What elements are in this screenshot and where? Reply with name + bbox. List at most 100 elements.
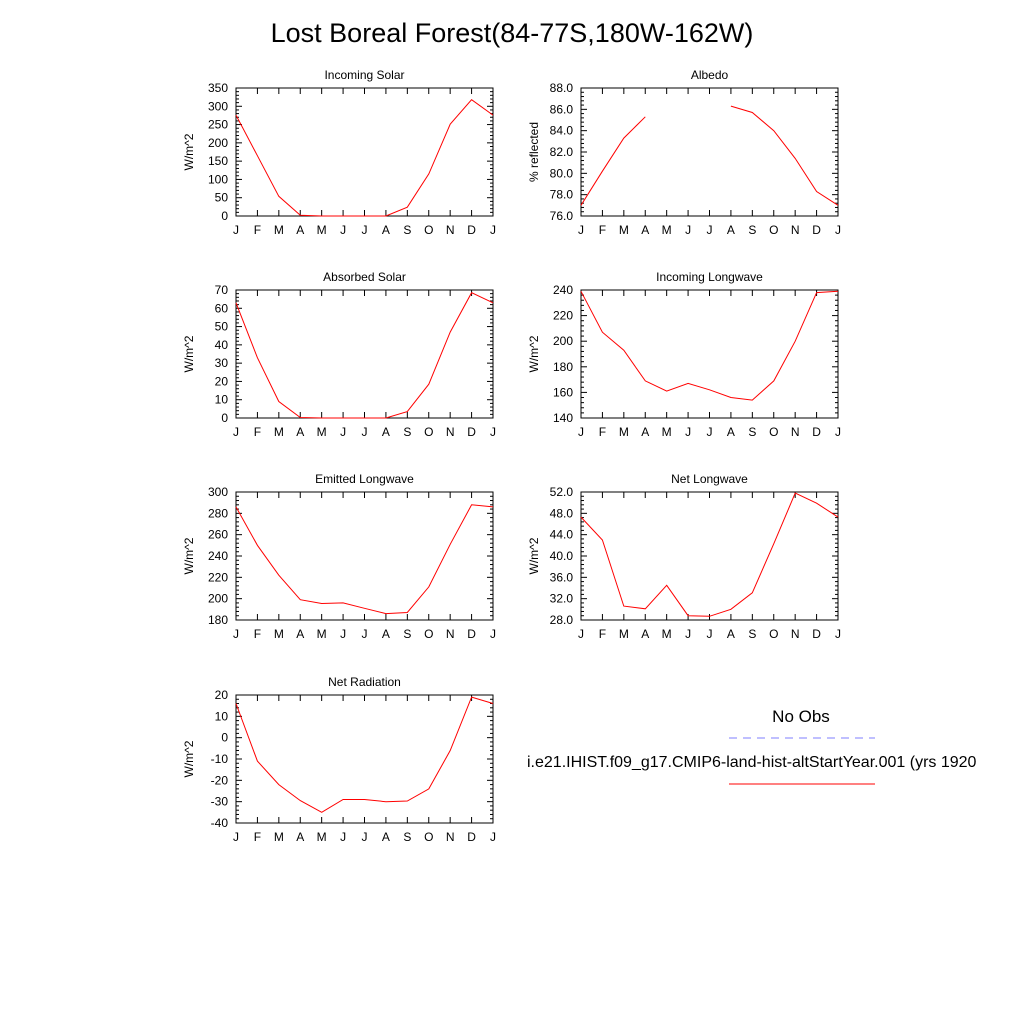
x-tick-label: M [274,425,284,439]
x-tick-label: J [490,830,496,844]
x-tick-label: O [424,830,433,844]
y-tick-label: 300 [208,99,228,113]
x-tick-label: J [685,627,691,641]
y-tick-label: 240 [553,283,573,297]
chart-panel: Incoming Solar W/m^2 0 50 100 150 200 250 300 350… [182,68,496,237]
x-tick-label: J [362,425,368,439]
x-tick-label: O [769,425,778,439]
x-tick-label: A [727,627,735,641]
x-tick-label: D [812,425,821,439]
x-tick-label: J [362,223,368,237]
x-tick-label: A [296,223,304,237]
y-tick-label: 52.0 [550,485,574,499]
x-tick-label: A [296,627,304,641]
x-tick-label: M [317,223,327,237]
chart-panel: Emitted Longwave W/m^2 180 200 220 240 260 280 3… [182,472,496,641]
y-tick-label: -10 [211,752,229,766]
panel-title: Net Longwave [671,472,748,486]
y-tick-label: 200 [208,136,228,150]
panel-title: Incoming Solar [324,68,404,82]
x-tick-label: F [599,223,606,237]
y-tick-label: 0 [221,209,228,223]
x-tick-label: M [274,627,284,641]
x-tick-label: N [791,425,800,439]
x-tick-label: J [578,627,584,641]
panel-title: Absorbed Solar [323,270,406,284]
y-tick-label: 88.0 [550,81,574,95]
x-tick-label: A [382,627,390,641]
y-tick-label: 200 [208,592,228,606]
y-tick-label: 80.0 [550,166,574,180]
x-tick-label: N [446,223,455,237]
series-line [580,116,646,206]
y-tick-label: 0 [221,411,228,425]
x-tick-label: A [641,223,649,237]
x-tick-label: J [685,223,691,237]
x-tick-label: J [490,627,496,641]
plot-frame [580,87,839,217]
x-tick-label: M [662,425,672,439]
y-tick-label: 300 [208,485,228,499]
x-tick-label: M [317,830,327,844]
legend-model-label: i.e21.IHIST.f09_g17.CMIP6-land-hist-altS… [527,754,977,771]
x-tick-label: S [748,223,756,237]
y-tick-label: 86.0 [550,102,574,116]
y-tick-label: 280 [208,506,228,520]
x-tick-label: N [446,627,455,641]
y-tick-label: 50 [215,191,229,205]
y-tick-label: 30 [215,356,229,370]
x-tick-label: J [233,830,239,844]
y-tick-label: 180 [553,360,573,374]
plot-frame [235,694,494,824]
x-tick-label: M [274,223,284,237]
x-tick-label: N [791,223,800,237]
x-tick-label: S [403,627,411,641]
series-line [580,290,839,401]
y-axis-label: W/m^2 [527,335,541,372]
y-axis-label: W/m^2 [527,537,541,574]
y-tick-label: 28.0 [550,613,574,627]
plot-frame [580,289,839,419]
series-line [235,292,494,419]
y-tick-label: 36.0 [550,570,574,584]
x-tick-label: A [382,425,390,439]
x-tick-label: A [641,627,649,641]
x-tick-label: F [254,223,261,237]
x-tick-label: J [707,627,713,641]
y-tick-label: 32.0 [550,592,574,606]
y-tick-label: 40.0 [550,549,574,563]
x-tick-label: F [254,425,261,439]
x-tick-label: D [812,627,821,641]
y-tick-label: 70 [215,283,229,297]
y-tick-label: 250 [208,118,228,132]
x-tick-label: O [424,627,433,641]
x-tick-label: M [317,425,327,439]
plot-frame [580,491,839,621]
chart-panel: Albedo % reflected 76.0 78.0 80.0 82.0 84.0 86.… [527,68,841,237]
y-tick-label: 40 [215,338,229,352]
x-tick-label: M [619,627,629,641]
x-tick-label: O [769,223,778,237]
series-line [235,504,494,615]
y-axis-label: % reflected [527,122,541,182]
y-axis-label: W/m^2 [182,335,196,372]
x-tick-label: S [403,830,411,844]
y-tick-label: 84.0 [550,124,574,138]
y-tick-label: 78.0 [550,188,574,202]
x-tick-label: A [296,830,304,844]
x-tick-label: F [254,830,261,844]
x-tick-label: J [835,223,841,237]
series-line [235,99,494,217]
panel-title: Albedo [691,68,729,82]
y-tick-label: 0 [221,731,228,745]
x-tick-label: S [748,627,756,641]
x-tick-label: S [403,425,411,439]
x-tick-label: J [490,223,496,237]
x-tick-label: J [233,627,239,641]
x-tick-label: N [791,627,800,641]
y-tick-label: 10 [215,393,229,407]
plot-frame [235,289,494,419]
x-tick-label: A [382,223,390,237]
